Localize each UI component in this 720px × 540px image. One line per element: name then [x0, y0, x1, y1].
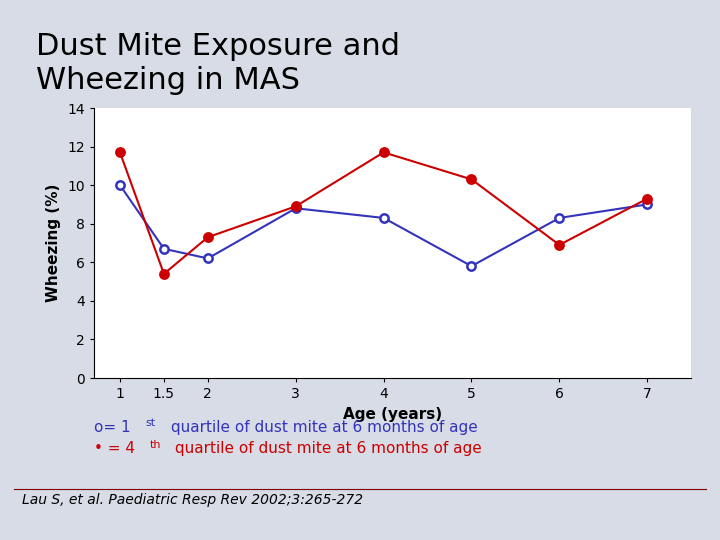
Y-axis label: Wheezing (%): Wheezing (%): [46, 184, 61, 302]
Text: th: th: [150, 440, 161, 450]
Text: Lau S, et al. Paediatric Resp Rev 2002;3:265-272: Lau S, et al. Paediatric Resp Rev 2002;3…: [22, 493, 363, 507]
X-axis label: Age (years): Age (years): [343, 407, 442, 422]
Text: quartile of dust mite at 6 months of age: quartile of dust mite at 6 months of age: [166, 420, 477, 435]
Text: Dust Mite Exposure and
Wheezing in MAS: Dust Mite Exposure and Wheezing in MAS: [36, 32, 400, 95]
Text: quartile of dust mite at 6 months of age: quartile of dust mite at 6 months of age: [170, 441, 482, 456]
Text: • = 4: • = 4: [94, 441, 135, 456]
Text: st: st: [145, 418, 156, 428]
Text: o= 1: o= 1: [94, 420, 130, 435]
